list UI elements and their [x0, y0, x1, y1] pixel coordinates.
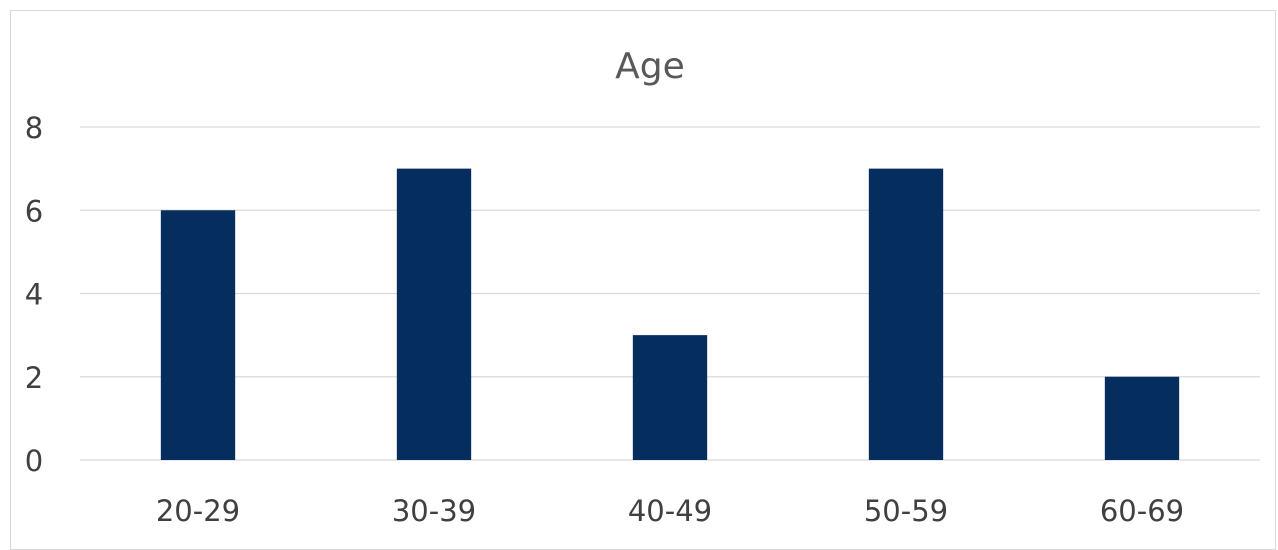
y-tick-label: 8	[25, 111, 43, 145]
y-tick-label: 0	[25, 444, 43, 478]
x-tick-label: 30-39	[392, 494, 476, 528]
x-tick-label: 40-49	[628, 494, 712, 528]
x-tick-label: 20-29	[156, 494, 240, 528]
x-tick-label: 50-59	[864, 494, 948, 528]
bar-40-49	[632, 335, 708, 460]
y-tick-label: 4	[25, 278, 43, 312]
bar-50-59	[868, 168, 944, 460]
y-tick-label: 2	[25, 361, 43, 395]
y-tick-label: 6	[25, 194, 43, 228]
bar-20-29	[160, 210, 236, 460]
x-tick-label: 60-69	[1100, 494, 1184, 528]
chart-title: Age	[615, 46, 685, 87]
bars	[160, 168, 1180, 460]
x-axis-ticks: 20-29 30-39 40-49 50-59 60-69	[156, 494, 1184, 528]
bar-chart: Age 0 2 4 6 8 20-29 30-39 40-49 50-59 60-69	[25, 46, 1260, 528]
bar-60-69	[1104, 376, 1180, 460]
y-axis-ticks: 0 2 4 6 8	[25, 111, 43, 478]
bar-30-39	[396, 168, 472, 460]
